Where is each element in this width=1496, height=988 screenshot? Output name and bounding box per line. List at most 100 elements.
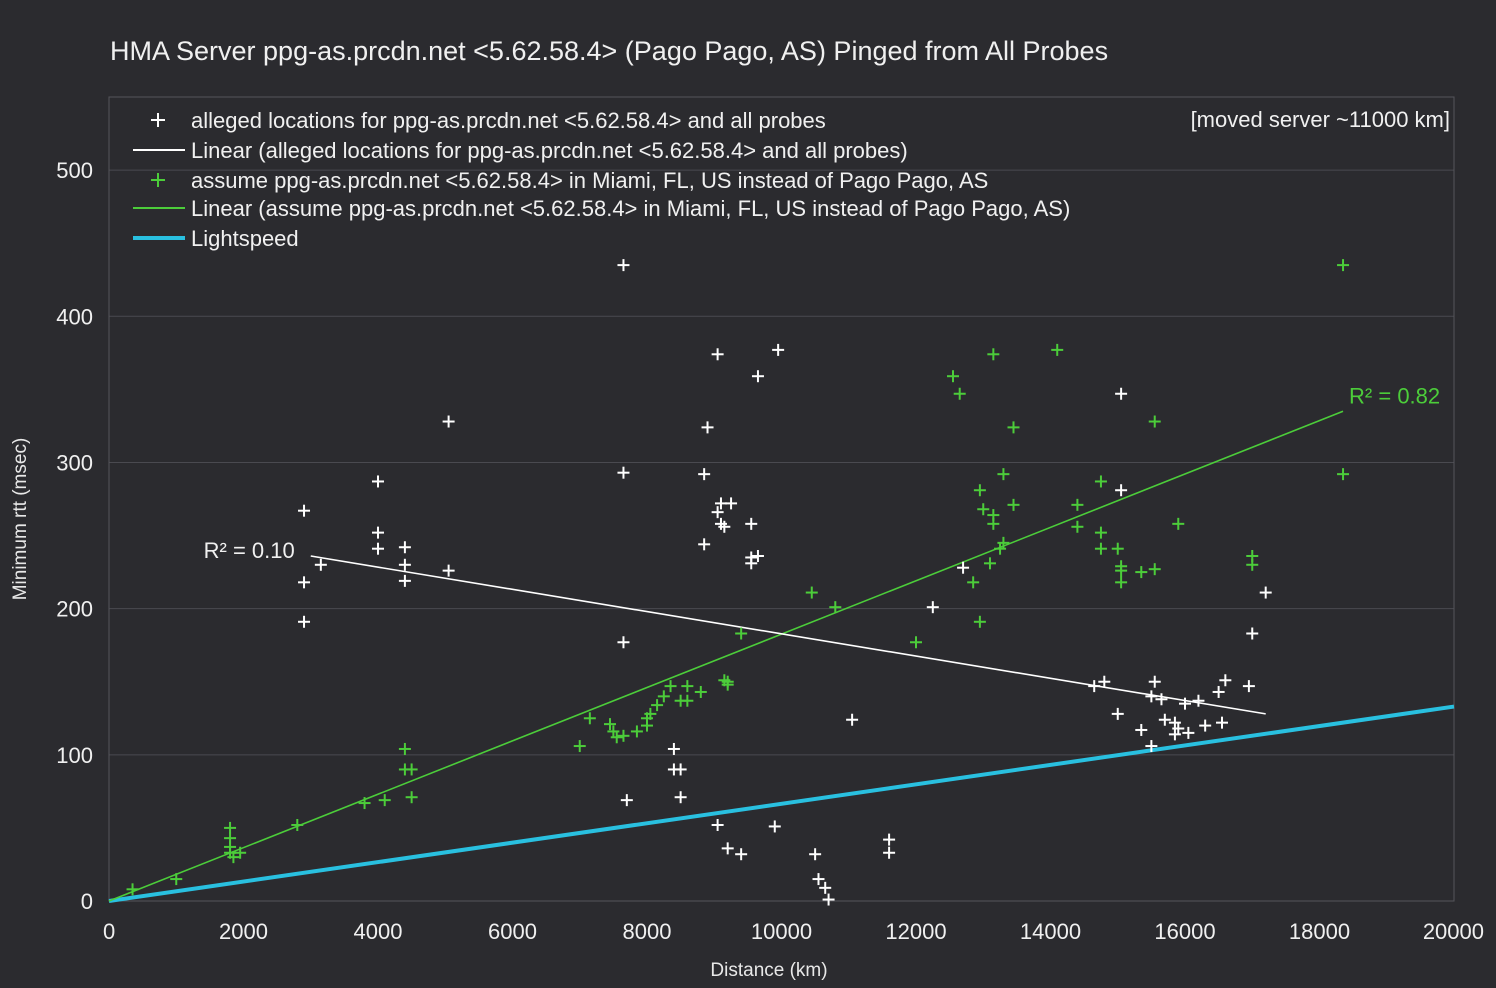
points-layer [126, 259, 1350, 906]
y-tick-label: 300 [56, 450, 93, 475]
plot-frame [108, 96, 1455, 902]
point-alleged [298, 576, 311, 589]
point-alleged [442, 415, 455, 428]
legend-marker [151, 113, 165, 127]
point-alleged [372, 526, 384, 539]
x-tick-label: 8000 [623, 919, 672, 944]
point-assumed [664, 680, 677, 693]
point-assumed [987, 348, 1000, 361]
point-alleged [883, 833, 896, 846]
y-tick-label: 500 [56, 158, 93, 183]
point-alleged [1148, 675, 1161, 688]
point-assumed [651, 699, 664, 712]
y-tick-label: 0 [81, 889, 93, 914]
point-alleged [822, 893, 835, 906]
point-alleged [725, 497, 738, 510]
point-assumed [1115, 564, 1128, 577]
point-alleged [1182, 726, 1195, 739]
x-tick-label: 10000 [751, 919, 812, 944]
lines-layer [108, 410, 1455, 903]
point-alleged [698, 538, 711, 551]
point-assumed [1172, 517, 1185, 530]
point-assumed [641, 719, 653, 732]
point-assumed [829, 601, 842, 614]
x-tick-label: 18000 [1289, 919, 1350, 944]
trendline-alleged [310, 555, 1266, 715]
point-alleged [1115, 387, 1128, 400]
point-alleged [711, 818, 724, 831]
point-alleged [812, 873, 825, 886]
point-assumed [1337, 468, 1350, 481]
point-alleged [1145, 690, 1158, 703]
ticks-layer: 0 100 200 300 400 500 0 2000 4000 6000 8000 10000 12… [56, 158, 1484, 944]
moved-server-note: [moved server ~11000 km] [1191, 107, 1450, 132]
legend-marker [151, 173, 165, 187]
point-alleged [1215, 716, 1228, 729]
point-alleged [667, 742, 680, 755]
r2-label-assumed: R² = 0.82 [1349, 383, 1440, 408]
point-alleged [1259, 586, 1272, 599]
point-alleged [751, 370, 764, 383]
point-alleged [698, 468, 711, 481]
point-assumed [617, 729, 630, 742]
legend-item: assume ppg-as.prcdn.net <5.62.58.4> in M… [151, 168, 988, 193]
point-alleged [721, 842, 734, 855]
legend: alleged locations for ppg-as.prcdn.net <… [133, 108, 1070, 251]
point-assumed [1007, 498, 1020, 511]
point-assumed [170, 873, 183, 886]
point-assumed [1337, 259, 1350, 272]
point-alleged [718, 520, 731, 533]
point-assumed [583, 712, 596, 725]
legend-label: Linear (assume ppg-as.prcdn.net <5.62.58… [191, 196, 1070, 221]
point-alleged [846, 713, 859, 726]
point-alleged [298, 615, 311, 628]
point-assumed [681, 694, 694, 707]
point-assumed [291, 818, 304, 831]
point-alleged [1212, 685, 1225, 698]
point-assumed [224, 821, 237, 834]
point-assumed [681, 680, 694, 693]
point-alleged [1098, 675, 1111, 688]
point-assumed [126, 883, 139, 896]
x-tick-label: 14000 [1020, 919, 1081, 944]
point-alleged [314, 558, 327, 571]
point-assumed [983, 557, 996, 570]
point-assumed [997, 468, 1010, 481]
y-tick-label: 200 [56, 597, 93, 622]
point-alleged [819, 881, 832, 894]
point-assumed [234, 846, 247, 859]
point-assumed [910, 636, 922, 649]
point-assumed [1094, 526, 1107, 539]
point-alleged [809, 848, 822, 861]
point-alleged [1155, 693, 1168, 706]
point-alleged [1192, 694, 1205, 707]
point-assumed [398, 742, 411, 755]
point-assumed [1111, 542, 1124, 555]
legend-item: alleged locations for ppg-as.prcdn.net <… [151, 108, 826, 133]
point-assumed [405, 791, 418, 804]
point-alleged [735, 848, 748, 861]
legend-item: Linear (assume ppg-as.prcdn.net <5.62.58… [133, 196, 1070, 221]
point-alleged [298, 504, 311, 517]
point-assumed [977, 503, 990, 516]
x-tick-label: 6000 [488, 919, 537, 944]
point-assumed [997, 536, 1010, 549]
point-assumed [721, 678, 734, 691]
point-alleged [372, 542, 384, 555]
point-alleged [711, 506, 724, 519]
point-alleged [1135, 723, 1148, 736]
x-tick-label: 0 [103, 919, 115, 944]
point-alleged [1111, 707, 1124, 720]
point-alleged [926, 601, 939, 614]
point-assumed [1115, 576, 1128, 589]
point-assumed [1246, 558, 1259, 571]
x-axis-label: Distance (km) [710, 960, 827, 981]
r2-label-alleged: R² = 0.10 [204, 538, 295, 563]
x-tick-label: 12000 [885, 919, 946, 944]
legend-item: Linear (alleged locations for ppg-as.prc… [133, 138, 908, 163]
point-alleged [1158, 713, 1171, 726]
point-assumed [378, 794, 391, 807]
point-assumed [946, 370, 959, 383]
point-alleged [711, 348, 724, 361]
